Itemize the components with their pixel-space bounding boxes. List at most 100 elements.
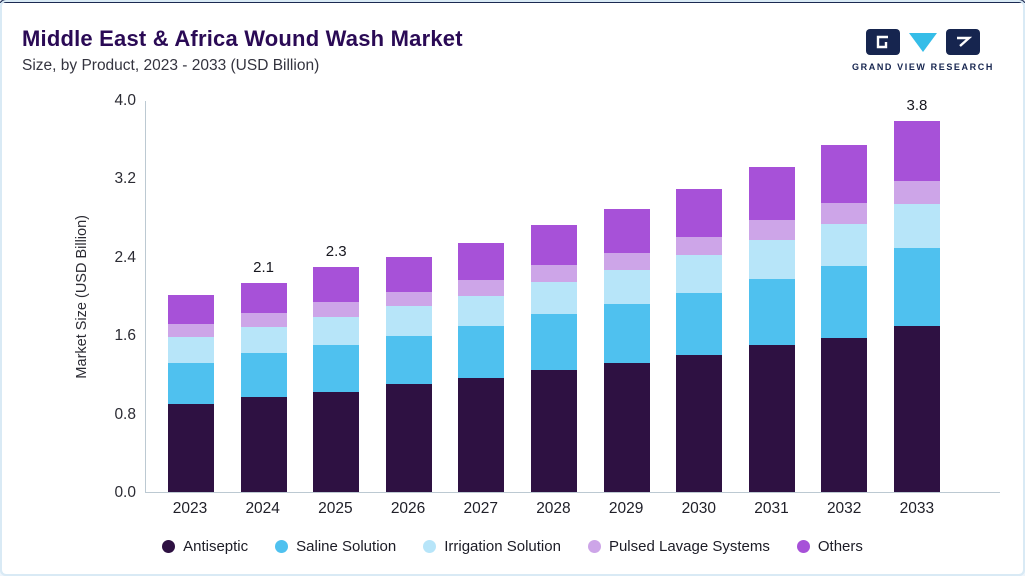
bar-segment-irrigation-solution	[676, 255, 723, 293]
bar-segment-antiseptic	[385, 384, 432, 492]
x-tick-label: 2028	[536, 500, 571, 517]
bar-2033: 3.8	[893, 97, 940, 492]
bar-segment-antiseptic	[676, 355, 723, 492]
x-tick-label: 2031	[754, 500, 789, 517]
x-tick-label: 2025	[318, 500, 353, 517]
bar-segment-antiseptic	[603, 362, 650, 492]
y-axis-ticks: 0.0 0.8 1.6 2.4 3.2 4.0	[0, 92, 136, 501]
bar-segment-pulsed-lavage-systems	[458, 279, 505, 296]
legend-label: Saline Solution	[296, 538, 397, 555]
y-tick-label: 3.2	[114, 170, 136, 188]
logo-square-left-icon	[866, 29, 900, 55]
bar-segment-others	[748, 167, 795, 221]
bar-segment-antiseptic	[530, 369, 577, 492]
bar-total-label: 2.3	[325, 243, 347, 261]
bar-segment-saline-solution	[313, 345, 360, 393]
bar-segment-others	[240, 282, 287, 314]
x-tick-label: 2030	[681, 500, 717, 517]
legend-dot	[587, 540, 601, 553]
bar-segment-others	[676, 189, 723, 237]
bar-2027	[458, 101, 505, 492]
x-tick-label: 2027	[463, 500, 498, 517]
x-tick-label: 2032	[826, 500, 862, 517]
bar-segment-antiseptic	[748, 345, 795, 492]
legend-item-irrigation-solution: Irrigation Solution	[423, 538, 561, 555]
y-tick-label: 0.8	[114, 405, 136, 423]
bar-segment-irrigation-solution	[530, 281, 577, 315]
bar-2032	[821, 101, 868, 492]
bar-segment-others	[821, 145, 868, 203]
y-tick-label: 4.0	[114, 92, 136, 109]
bar-segment-pulsed-lavage-systems	[313, 302, 360, 318]
logo-marks	[847, 28, 999, 56]
x-axis-labels: 2023 2024 2025 2026 2027 2028 2029 2030 2031 2032…	[145, 500, 1000, 518]
top-accent-line	[0, 0, 1025, 3]
bar-segment-antiseptic	[168, 404, 214, 492]
legend-item-saline-solution: Saline Solution	[275, 538, 396, 555]
bar-segment-antiseptic	[821, 337, 868, 492]
bar-segment-antiseptic	[240, 397, 287, 492]
bar-segment-irrigation-solution	[240, 326, 287, 354]
bar-segment-saline-solution	[676, 292, 723, 356]
bar-segment-saline-solution	[748, 278, 795, 346]
bar-segment-saline-solution	[458, 325, 505, 378]
legend-item-pulsed-lavage-systems: Pulsed Lavage Systems	[587, 538, 770, 555]
bar-segment-pulsed-lavage-systems	[530, 265, 577, 282]
legend-label: Irrigation Solution	[444, 538, 561, 555]
bar-segment-irrigation-solution	[385, 306, 432, 336]
y-tick-label: 1.6	[114, 327, 136, 345]
bar-segment-irrigation-solution	[893, 203, 940, 248]
bars: 2.1 2.3 3.8	[146, 97, 1000, 492]
bar-segment-others	[458, 242, 505, 280]
bar-segment-others	[530, 225, 577, 266]
bar-segment-saline-solution	[821, 266, 868, 338]
bar-segment-antiseptic	[893, 325, 940, 492]
plot-area: 2.1 2.3 3.8	[145, 97, 1000, 493]
bar-segment-pulsed-lavage-systems	[385, 291, 432, 307]
legend-label: Pulsed Lavage Systems	[608, 538, 770, 555]
legend-label: Antiseptic	[183, 538, 249, 555]
bar-segment-irrigation-solution	[821, 224, 868, 267]
bar-segment-others	[603, 208, 650, 253]
bar-segment-saline-solution	[240, 353, 287, 398]
bar-segment-others	[168, 294, 214, 324]
bar-segment-irrigation-solution	[603, 270, 650, 305]
bar-segment-pulsed-lavage-systems	[748, 220, 795, 240]
x-tick-label: 2023	[172, 500, 208, 517]
legend-item-antiseptic: Antiseptic	[162, 538, 248, 555]
bar-segment-antiseptic	[458, 377, 505, 492]
bar-segment-pulsed-lavage-systems	[821, 202, 868, 225]
bar-segment-saline-solution	[385, 335, 432, 385]
bar-segment-irrigation-solution	[313, 317, 360, 346]
legend-dot	[796, 540, 810, 553]
page-title: Middle East & Africa Wound Wash Market	[22, 26, 463, 51]
bar-2025: 2.3	[313, 101, 360, 492]
bar-segment-others	[893, 120, 940, 182]
bar-segment-saline-solution	[530, 314, 577, 370]
legend: Antiseptic Saline Solution Irrigation Solu…	[0, 538, 1025, 555]
legend-dot	[423, 540, 437, 553]
chart-header: Middle East & Africa Wound Wash Market S…	[22, 26, 463, 75]
bar-segment-others	[313, 267, 360, 303]
bar-2030	[676, 101, 723, 492]
bar-segment-pulsed-lavage-systems	[676, 236, 723, 256]
bar-total-label: 3.8	[906, 96, 928, 114]
bar-segment-irrigation-solution	[458, 295, 505, 326]
page-subtitle: Size, by Product, 2023 - 2033 (USD Billi…	[22, 57, 320, 74]
bar-segment-saline-solution	[893, 247, 940, 326]
bar-2023	[168, 101, 214, 492]
legend-item-others: Others	[796, 538, 863, 555]
grand-view-research-logo: GRAND VIEW RESEARCH	[847, 28, 999, 72]
bar-segment-pulsed-lavage-systems	[240, 313, 287, 327]
bar-segment-irrigation-solution	[168, 336, 214, 363]
x-tick-label: 2033	[899, 500, 935, 517]
bar-segment-pulsed-lavage-systems	[168, 323, 214, 337]
logo-triangle-icon	[909, 33, 937, 52]
bar-segment-saline-solution	[603, 304, 650, 363]
y-tick-label: 2.4	[114, 248, 136, 266]
bar-segment-irrigation-solution	[748, 239, 795, 279]
bar-2031	[748, 101, 795, 492]
logo-square-right-icon	[946, 29, 980, 55]
bar-segment-antiseptic	[313, 392, 360, 492]
legend-dot	[162, 540, 176, 553]
